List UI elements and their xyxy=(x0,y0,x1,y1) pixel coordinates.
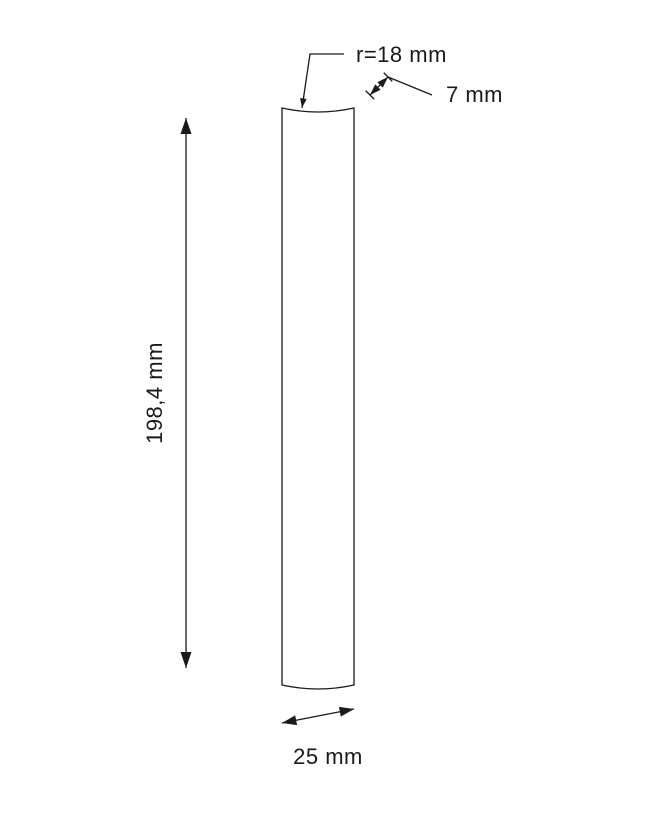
height-dim-arrow-top xyxy=(181,118,192,134)
radius-leader xyxy=(302,54,344,108)
hidden xyxy=(282,107,354,108)
thickness-label: 7 mm xyxy=(446,82,503,107)
radius-label: r=18 mm xyxy=(356,42,447,67)
width-label: 25 mm xyxy=(293,744,363,769)
thickness-leader xyxy=(388,77,432,95)
height-label: 198,4 mm xyxy=(142,342,167,444)
radius-leader-arrow xyxy=(300,98,307,108)
profile-outline xyxy=(282,108,354,689)
height-dim-arrow-bottom xyxy=(181,652,192,668)
width-dim-arrow-left xyxy=(282,715,297,725)
width-dim-arrow-right xyxy=(339,707,354,717)
